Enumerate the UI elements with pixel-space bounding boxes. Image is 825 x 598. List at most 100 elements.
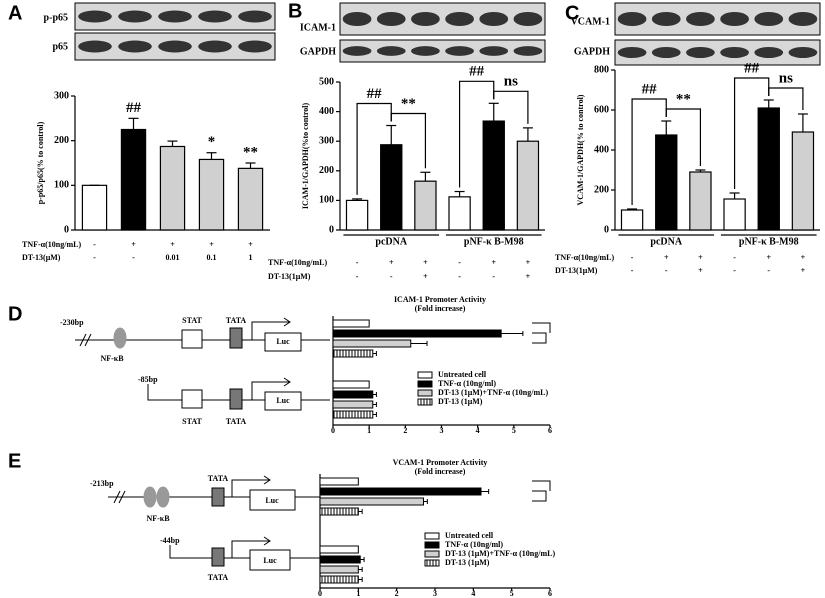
annotation: ** xyxy=(243,144,258,160)
blot-band xyxy=(342,46,372,56)
x-tick-label: 6 xyxy=(548,589,552,598)
error-bar xyxy=(627,208,638,210)
error-bar xyxy=(358,577,363,582)
annotation: ## xyxy=(367,86,383,102)
legend-label: TNF-α (10ng/ml) xyxy=(438,379,496,388)
blot-band xyxy=(720,47,749,58)
y-tick-label: 0 xyxy=(64,224,69,235)
bar xyxy=(332,400,374,409)
treatment-value: - xyxy=(458,258,461,267)
legend-swatch xyxy=(424,559,440,567)
construct-diagram xyxy=(75,317,330,411)
chart-subtitle: (Fold increase) xyxy=(415,304,466,313)
treatment-value: + xyxy=(491,258,496,267)
blot-band xyxy=(158,40,192,53)
legend-swatch xyxy=(424,532,440,540)
blot-band xyxy=(376,11,406,27)
treatment-value: - xyxy=(390,272,393,281)
treatment-value: + xyxy=(664,253,669,262)
treatment-label: DT-13(μM) xyxy=(22,253,61,262)
chart-title: ICAM-1 Promoter Activity xyxy=(394,295,486,304)
bar xyxy=(345,199,369,231)
x-tick-label: 6 xyxy=(548,426,552,435)
bar xyxy=(319,497,424,506)
x-tick-label: 0 xyxy=(331,426,335,435)
error-bar xyxy=(661,120,672,135)
y-tick-label: 300 xyxy=(54,90,69,101)
legend-swatch xyxy=(417,380,433,388)
error-bar xyxy=(488,102,499,122)
blot-label: p-p65 xyxy=(44,12,68,23)
error-bar xyxy=(358,509,363,514)
blot-label: ICAM-1 xyxy=(300,22,336,33)
y-tick-label: 200 xyxy=(594,184,609,195)
x-tick-label: 3 xyxy=(440,426,444,435)
error-bar xyxy=(386,124,397,145)
x-tick-label: 1 xyxy=(367,426,371,435)
blot xyxy=(614,39,821,66)
annotation: ** xyxy=(676,91,691,107)
legend-label: DT-13 (1μM) xyxy=(438,397,483,406)
blot-label: GAPDH xyxy=(300,46,336,57)
bar xyxy=(319,545,359,554)
blot-band xyxy=(754,11,784,27)
group-label: pNF-κ B-M98 xyxy=(739,236,799,247)
y-axis-label: p-p65/p65(% to control) xyxy=(36,121,45,204)
bracket xyxy=(493,90,529,124)
treatment-label: TNF-α(10ng/mL) xyxy=(268,258,327,267)
blot-band xyxy=(78,40,112,53)
error-bar xyxy=(360,557,365,562)
blot-band xyxy=(720,11,749,27)
group-label: pcDNA xyxy=(375,236,407,247)
treatment-value: + xyxy=(801,266,806,275)
x-tick-label: 3 xyxy=(433,589,437,598)
legend-label: DT-13 (1μM)+TNF-α (10ng/mL) xyxy=(438,388,548,397)
blot-band xyxy=(686,11,715,27)
element-label: Luc xyxy=(276,396,290,405)
bracket xyxy=(532,332,547,344)
x-tick-label: 4 xyxy=(471,589,475,598)
construct-position: -230bp xyxy=(60,318,84,327)
legend-label: Untreated cell xyxy=(438,370,487,379)
legend-label: DT-13 (1μM) xyxy=(445,558,490,567)
bracket xyxy=(356,102,392,195)
error-bar xyxy=(481,489,490,494)
annotation: ** xyxy=(401,96,416,112)
blot-band xyxy=(479,46,509,56)
bracket xyxy=(733,77,770,189)
annotation: ## xyxy=(126,100,142,116)
element-label: TATA xyxy=(226,316,247,325)
treatment-value: - xyxy=(665,266,668,275)
legend-swatch xyxy=(424,541,440,549)
blot-band xyxy=(342,11,372,27)
bracket xyxy=(665,108,702,166)
bracket xyxy=(532,480,551,491)
bar xyxy=(332,410,374,419)
panel-letter: B xyxy=(288,0,302,22)
bar xyxy=(689,171,712,231)
treatment-value: - xyxy=(767,266,770,275)
bar xyxy=(332,339,412,348)
legend-label: DT-13 (1μM)+TNF-α (10ng/mL) xyxy=(445,549,555,558)
element-label: TATA xyxy=(226,417,247,426)
bracket xyxy=(631,98,667,205)
y-tick-label: 0 xyxy=(329,224,334,235)
element-label: NF-κB xyxy=(100,354,124,363)
legend-label: TNF-α (10ng/ml) xyxy=(445,540,503,549)
blot-label: VCAM-1 xyxy=(571,16,610,27)
construct-position: -85bp xyxy=(138,375,158,384)
error-bar xyxy=(358,567,363,572)
blot xyxy=(339,2,546,36)
treatment-value: + xyxy=(170,240,175,249)
error-bar xyxy=(372,351,377,356)
y-tick-label: 100 xyxy=(54,180,69,191)
blot xyxy=(614,2,821,36)
chart-title: VCAM-1 Promoter Activity xyxy=(393,458,488,467)
x-tick-label: 5 xyxy=(510,589,514,598)
treatment-value: - xyxy=(93,240,96,249)
blot-band xyxy=(651,11,681,27)
bar xyxy=(380,144,403,231)
treatment-label: DT-13(1μM) xyxy=(268,272,311,281)
error-bar xyxy=(423,499,428,504)
blot-band xyxy=(411,46,440,56)
